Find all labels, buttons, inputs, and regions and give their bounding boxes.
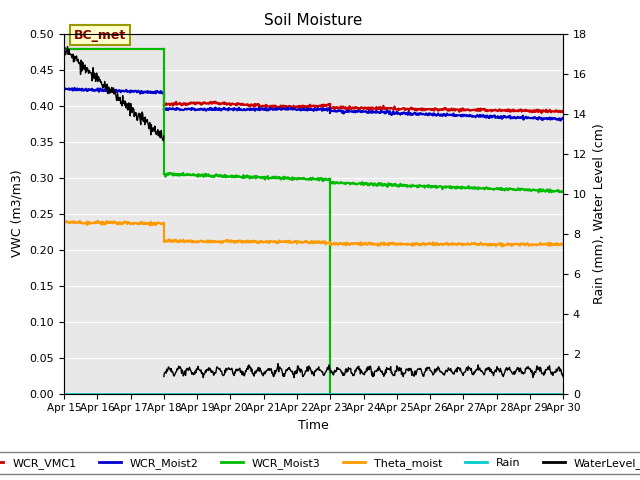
Y-axis label: VWC (m3/m3): VWC (m3/m3) (11, 170, 24, 257)
Legend: WCR_VMC1, WCR_Moist2, WCR_Moist3, Theta_moist, Rain, WaterLevel_cm: WCR_VMC1, WCR_Moist2, WCR_Moist3, Theta_… (0, 453, 640, 474)
X-axis label: Time: Time (298, 419, 329, 432)
Text: BC_met: BC_met (74, 29, 126, 42)
Y-axis label: Rain (mm), Water Level (cm): Rain (mm), Water Level (cm) (593, 123, 605, 304)
Title: Soil Moisture: Soil Moisture (264, 13, 363, 28)
